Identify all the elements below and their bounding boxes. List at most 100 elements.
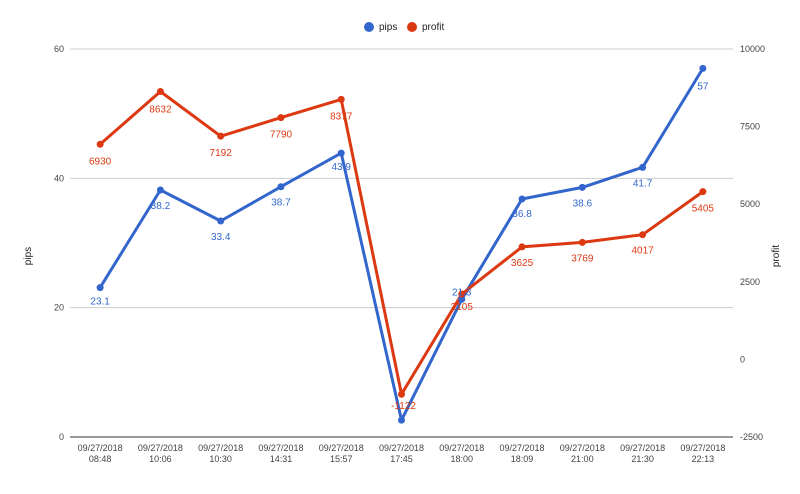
x-tick-label-line: 10:30	[209, 454, 232, 464]
data-point-profit	[699, 188, 707, 196]
y2-axis-title: profit	[771, 245, 782, 267]
data-point-pips	[156, 186, 164, 194]
x-tick-label-line: 21:00	[571, 454, 594, 464]
data-point-pips	[699, 64, 707, 72]
x-tick-label: 09/27/2018 18:09	[500, 443, 545, 464]
x-tick-label-line: 09/27/2018	[620, 443, 665, 453]
y-axis-title: pips	[23, 247, 34, 265]
x-tick-label-line: 17:45	[390, 454, 413, 464]
x-tick-label-line: 09/27/2018	[138, 443, 183, 453]
x-tick-label-line: 22:13	[692, 454, 715, 464]
x-tick-label-line: 18:09	[511, 454, 534, 464]
y-tick-label: 40	[54, 173, 64, 183]
data-point-pips	[96, 284, 104, 292]
legend-label-profit: profit	[422, 22, 444, 33]
data-labels: 23.1 38.2 33.4 38.7 43.9 21.3 36.8 38.6 41.7 57 69…	[89, 81, 714, 412]
data-label-pips: 38.6	[573, 198, 593, 209]
data-label-pips: 23.1	[90, 297, 110, 308]
data-label-profit: 8377	[330, 111, 353, 122]
x-tick-label-line: 15:57	[330, 454, 353, 464]
x-tick-label-line: 09/27/2018	[198, 443, 243, 453]
data-point-profit	[337, 95, 345, 103]
grid-lines	[70, 48, 733, 438]
x-tick-label: 09/27/2018 14:31	[258, 443, 303, 464]
data-label-profit: -1122	[391, 401, 416, 412]
data-point-profit	[217, 132, 225, 140]
y2-tick-label: 7500	[740, 122, 760, 132]
x-tick-label: 09/27/2018 08:48	[78, 443, 123, 464]
data-point-profit	[398, 390, 405, 398]
data-point-pips	[518, 195, 526, 203]
data-label-pips: 38.7	[271, 198, 291, 209]
data-label-profit: 3625	[511, 258, 534, 269]
data-point-pips	[398, 416, 405, 424]
x-tick-label: 09/27/2018 18:00	[439, 443, 484, 464]
y2-tick-label: -2500	[740, 432, 763, 442]
x-tick-label-line: 09/27/2018	[258, 443, 303, 453]
data-label-profit: 5405	[692, 204, 715, 215]
x-tick-label-line: 18:00	[451, 454, 474, 464]
series-lines	[98, 67, 705, 422]
legend-marker-pips	[364, 22, 374, 32]
y2-tick-label: 2500	[740, 277, 760, 287]
data-point-profit	[458, 290, 466, 298]
x-tick-label: 09/27/2018 21:30	[620, 443, 665, 464]
data-point-pips	[578, 183, 586, 191]
data-label-profit: 3769	[571, 253, 594, 264]
x-tick-label-line: 09/27/2018	[500, 443, 545, 453]
data-point-profit	[277, 114, 285, 122]
y-tick-label: 0	[59, 432, 64, 442]
legend: pips profit	[364, 22, 444, 33]
data-point-pips	[639, 163, 647, 171]
x-tick-label-line: 09/27/2018	[439, 443, 484, 453]
data-point-profit	[96, 140, 104, 148]
y-tick-label: 20	[54, 303, 64, 313]
data-label-profit: 2105	[451, 302, 474, 313]
x-tick-label: 09/27/2018 10:30	[198, 443, 243, 464]
y2-tick-label: 0	[740, 354, 745, 364]
x-tick-label: 09/27/2018 15:57	[319, 443, 364, 464]
data-label-pips: 43.9	[331, 162, 351, 173]
series-line-pips	[98, 67, 705, 422]
axes: 0 20 40 60 -2500 0 2500 5000 7500 10000 09/27/2018…	[23, 44, 782, 464]
x-tick-label: 09/27/2018 10:06	[138, 443, 183, 464]
data-label-pips: 38.2	[151, 201, 171, 212]
legend-marker-profit	[407, 22, 417, 32]
data-label-pips: 21.3	[452, 287, 472, 298]
data-point-pips	[217, 217, 225, 225]
data-label-profit: 7790	[270, 130, 293, 141]
data-label-profit: 7192	[210, 148, 233, 159]
series-line-profit	[99, 90, 704, 396]
series-points	[96, 64, 707, 424]
x-tick-label: 09/27/2018 21:00	[560, 443, 605, 464]
x-tick-label: 09/27/2018 17:45	[379, 443, 424, 464]
data-label-profit: 4017	[631, 246, 654, 257]
data-label-pips: 41.7	[633, 178, 653, 189]
x-tick-label-line: 09/27/2018	[680, 443, 725, 453]
data-point-profit	[639, 231, 647, 239]
y2-tick-label: 10000	[740, 44, 765, 54]
data-point-profit	[156, 87, 164, 95]
x-tick-label-line: 09/27/2018	[78, 443, 123, 453]
data-point-pips	[277, 183, 285, 191]
x-tick-label-line: 14:31	[270, 454, 293, 464]
x-tick-label: 09/27/2018 22:13	[680, 443, 725, 464]
y2-tick-label: 5000	[740, 199, 760, 209]
y-tick-label: 60	[54, 44, 64, 54]
data-point-pips	[458, 295, 466, 303]
x-tick-label-line: 09/27/2018	[379, 443, 424, 453]
data-point-profit	[518, 243, 526, 251]
x-tick-label-line: 09/27/2018	[319, 443, 364, 453]
legend-label-pips: pips	[379, 22, 397, 33]
data-label-profit: 8632	[149, 104, 172, 115]
x-tick-label-line: 21:30	[631, 454, 654, 464]
x-tick-label-line: 10:06	[149, 454, 172, 464]
data-label-pips: 57	[697, 81, 709, 92]
x-tick-label-line: 09/27/2018	[560, 443, 605, 453]
data-point-profit	[578, 238, 586, 246]
data-label-pips: 36.8	[512, 209, 532, 220]
data-label-profit: 6930	[89, 156, 112, 167]
data-point-pips	[337, 149, 345, 157]
data-label-pips: 33.4	[211, 232, 231, 243]
